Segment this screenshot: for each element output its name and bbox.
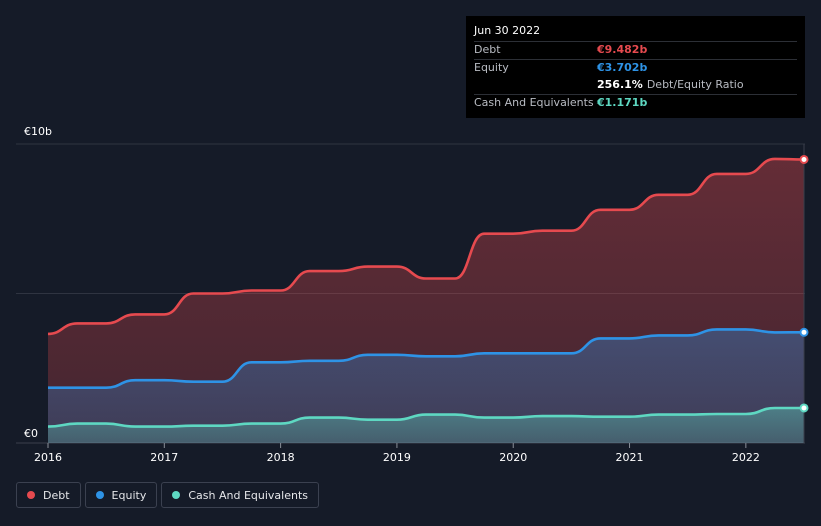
legend-item-cash[interactable]: Cash And Equivalents bbox=[161, 482, 319, 508]
tooltip-row-debt: Debt €9.482b bbox=[474, 41, 797, 59]
debt-end-marker bbox=[799, 154, 809, 164]
axis-layer: €0 €10b 2016 2017 2018 2019 2020 2021 2022 bbox=[24, 125, 760, 464]
tooltip-row-equity: Equity €3.702b bbox=[474, 59, 797, 77]
legend-cash-label: Cash And Equivalents bbox=[188, 488, 308, 502]
line-layer bbox=[47, 157, 805, 428]
tooltip-cash-value: €1.171b bbox=[597, 96, 648, 109]
equity-line bbox=[48, 328, 805, 390]
tooltip-ratio-label: Debt/Equity Ratio bbox=[646, 78, 744, 91]
equity-end-marker bbox=[799, 327, 809, 337]
tooltip-equity-label: Equity bbox=[474, 61, 509, 74]
x-tick-label-2017: 2017 bbox=[150, 451, 178, 464]
legend-item-equity[interactable]: Equity bbox=[84, 482, 158, 508]
x-tick-label-2020: 2020 bbox=[499, 451, 527, 464]
legend-debt-label: Debt bbox=[43, 488, 70, 502]
marker-layer bbox=[799, 144, 809, 443]
x-tick-label-2021: 2021 bbox=[616, 451, 644, 464]
legend-equity-dot-icon bbox=[95, 491, 104, 499]
x-tick-label-2022: 2022 bbox=[732, 451, 760, 464]
x-tick-label-2019: 2019 bbox=[383, 451, 411, 464]
cash-end-marker bbox=[799, 403, 809, 413]
tooltip-debt-value: €9.482b bbox=[597, 43, 648, 56]
legend-debt-dot-icon bbox=[27, 491, 35, 499]
tooltip-ratio-value: 256.1% bbox=[597, 78, 643, 91]
area-layer bbox=[48, 158, 804, 443]
tooltip-row-ratio: 256.1% Debt/Equity Ratio bbox=[474, 77, 797, 94]
equity-area bbox=[48, 329, 804, 443]
debt-line bbox=[47, 157, 805, 336]
x-tick-label-2016: 2016 bbox=[34, 451, 62, 464]
tooltip-date: Jun 30 2022 bbox=[474, 24, 541, 37]
tooltip-debt-label: Debt bbox=[474, 43, 501, 56]
tooltip-cash-label: Cash And Equivalents bbox=[474, 96, 594, 109]
tooltip-equity-value: €3.702b bbox=[597, 61, 648, 74]
legend-cash-dot-icon bbox=[172, 491, 181, 499]
data-tooltip: Jun 30 2022 Debt €9.482b Equity €3.702b … bbox=[466, 16, 805, 118]
y-tick-label-10: €10b bbox=[24, 125, 52, 138]
tooltip-row-cash: Cash And Equivalents €1.171b bbox=[474, 94, 797, 112]
chart-legend: Debt Equity Cash And Equivalents bbox=[16, 482, 319, 510]
legend-item-debt[interactable]: Debt bbox=[16, 482, 81, 508]
legend-equity-label: Equity bbox=[111, 488, 147, 502]
cash-line bbox=[47, 406, 804, 428]
x-tick-label-2018: 2018 bbox=[267, 451, 295, 464]
y-tick-label-0: €0 bbox=[24, 427, 38, 440]
